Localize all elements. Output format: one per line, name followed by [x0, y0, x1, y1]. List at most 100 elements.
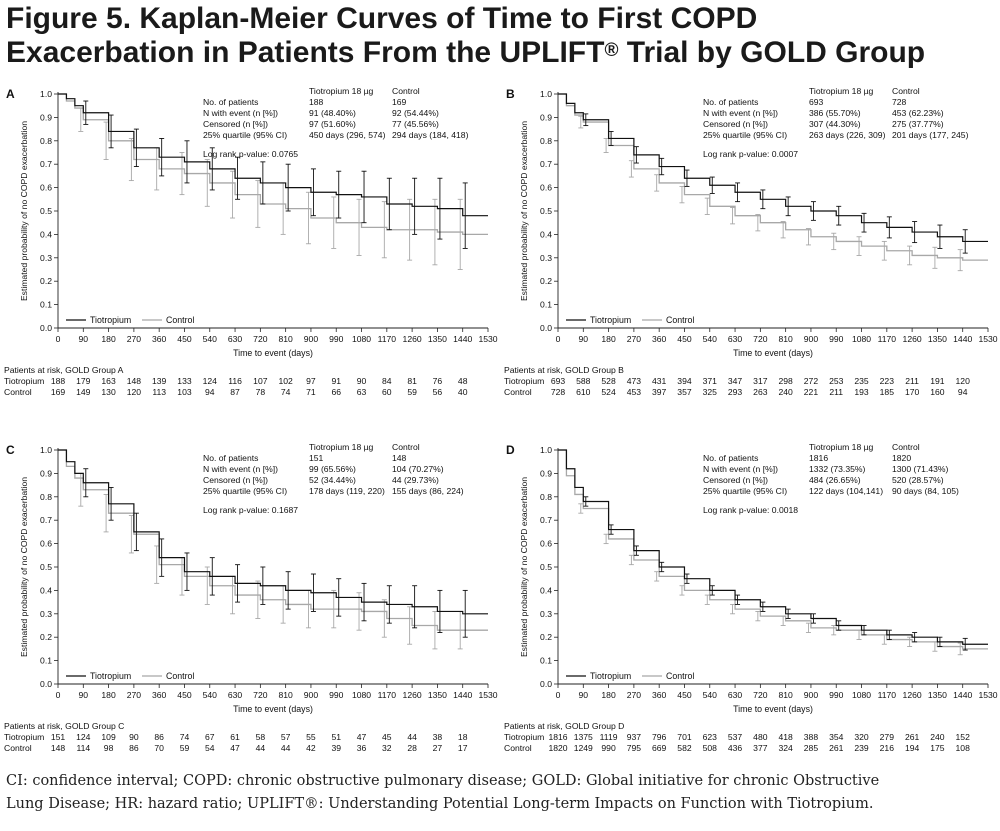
y-tick-label: 0.4	[40, 229, 52, 239]
at-risk-value: 120	[956, 376, 971, 386]
legend-label-tiotropium: Tiotropium	[90, 315, 131, 325]
x-tick-label: 1440	[953, 690, 972, 700]
logrank-pvalue: Log rank p-value: 0.0007	[703, 149, 798, 159]
at-risk-value: 320	[854, 732, 869, 742]
x-tick-label: 900	[304, 690, 319, 700]
x-tick-label: 990	[829, 334, 844, 344]
at-risk-value: 91	[331, 376, 341, 386]
at-risk-value: 371	[703, 376, 718, 386]
at-risk-value: 188	[51, 376, 66, 386]
legend-label-control: Control	[666, 315, 694, 325]
legend-label-tiotropium: Tiotropium	[590, 671, 631, 681]
at-risk-value: 32	[382, 743, 392, 753]
stats-row-tiotropium: 693	[809, 97, 824, 107]
x-tick-label: 1170	[378, 334, 397, 344]
x-tick-label: 990	[329, 690, 344, 700]
tiotropium-km-curve	[58, 449, 488, 615]
at-risk-value: 347	[728, 376, 743, 386]
y-tick-label: 0.7	[40, 515, 52, 525]
x-tick-label: 990	[329, 334, 344, 344]
at-risk-value: 59	[407, 387, 417, 397]
at-risk-value: 163	[101, 376, 116, 386]
x-tick-label: 540	[203, 334, 218, 344]
at-risk-value: 293	[728, 387, 743, 397]
y-tick-label: 1.0	[40, 445, 52, 455]
at-risk-value: 354	[829, 732, 844, 742]
at-risk-value: 235	[854, 376, 869, 386]
at-risk-value: 263	[753, 387, 768, 397]
x-tick-label: 0	[556, 334, 561, 344]
at-risk-value: 185	[880, 387, 895, 397]
at-risk-value: 44	[256, 743, 266, 753]
x-tick-label: 1440	[453, 690, 472, 700]
y-tick-label: 0.3	[40, 253, 52, 263]
y-tick-label: 0.1	[540, 656, 552, 666]
stats-row-tiotropium: 450 days (296, 574)	[309, 130, 386, 140]
x-tick-label: 1530	[978, 334, 997, 344]
x-tick-label: 1530	[978, 690, 997, 700]
at-risk-value: 253	[829, 376, 844, 386]
tiotropium-series	[58, 93, 488, 249]
y-tick-label: 0.2	[40, 632, 52, 642]
stats-row-control: 169	[392, 97, 407, 107]
x-tick-label: 1530	[478, 334, 497, 344]
x-tick-label: 270	[627, 690, 642, 700]
at-risk-value: 1375	[574, 732, 593, 742]
at-risk-value: 377	[753, 743, 768, 753]
x-tick-label: 90	[579, 690, 589, 700]
x-tick-label: 1080	[852, 334, 871, 344]
x-tick-label: 1080	[852, 690, 871, 700]
x-tick-label: 1350	[928, 690, 947, 700]
at-risk-value: 67	[205, 732, 215, 742]
at-risk-value: 109	[101, 732, 116, 742]
at-risk-value: 582	[677, 743, 692, 753]
at-risk-value: 240	[778, 387, 793, 397]
x-axis-title: Time to event (days)	[233, 704, 313, 714]
at-risk-value: 261	[905, 732, 920, 742]
y-tick-label: 0.5	[540, 206, 552, 216]
at-risk-value: 44	[281, 743, 291, 753]
figure-title-line2: Exacerbation in Patients From the UPLIFT…	[6, 36, 1000, 70]
stats-row-label: 25% quartile (95% CI)	[703, 130, 787, 140]
at-risk-value: 193	[854, 387, 869, 397]
x-tick-label: 0	[56, 690, 61, 700]
at-risk-value: 261	[829, 743, 844, 753]
at-risk-value: 63	[357, 387, 367, 397]
at-risk-value: 453	[627, 387, 642, 397]
at-risk-value: 325	[703, 387, 718, 397]
at-risk-value: 90	[129, 732, 139, 742]
stats-row-label: No. of patients	[203, 97, 258, 107]
at-risk-value: 61	[230, 732, 240, 742]
x-tick-label: 180	[601, 334, 616, 344]
legend-label-control: Control	[166, 671, 194, 681]
stats-row-control: 520 (28.57%)	[892, 475, 944, 485]
y-tick-label: 0.9	[540, 112, 552, 122]
tiotropium-km-curve	[558, 93, 988, 243]
logrank-pvalue: Log rank p-value: 0.1687	[203, 505, 298, 515]
at-risk-value: 431	[652, 376, 667, 386]
x-tick-label: 990	[829, 690, 844, 700]
at-risk-value: 36	[357, 743, 367, 753]
at-risk-value: 418	[778, 732, 793, 742]
x-tick-label: 270	[127, 690, 142, 700]
at-risk-value: 74	[180, 732, 190, 742]
x-tick-label: 630	[728, 334, 743, 344]
y-tick-label: 0.0	[540, 323, 552, 333]
x-tick-label: 360	[652, 334, 667, 344]
x-axis-title: Time to event (days)	[233, 348, 313, 358]
at-risk-row-name: Tiotropium	[504, 376, 544, 386]
stats-row-tiotropium: 151	[309, 453, 324, 463]
at-risk-value: 78	[256, 387, 266, 397]
stats-row-tiotropium: 484 (26.65%)	[809, 475, 861, 485]
at-risk-title: Patients at risk, GOLD Group A	[4, 365, 124, 375]
x-tick-label: 900	[804, 334, 819, 344]
x-tick-label: 630	[728, 690, 743, 700]
at-risk-value: 610	[576, 387, 591, 397]
at-risk-value: 148	[127, 376, 142, 386]
figure-title-line2-tail: Trial by GOLD Group	[618, 36, 926, 69]
at-risk-value: 151	[51, 732, 66, 742]
at-risk-value: 94	[205, 387, 215, 397]
at-risk-value: 44	[407, 732, 417, 742]
x-tick-label: 810	[278, 334, 293, 344]
stats-row-tiotropium: 386 (55.70%)	[809, 108, 861, 118]
